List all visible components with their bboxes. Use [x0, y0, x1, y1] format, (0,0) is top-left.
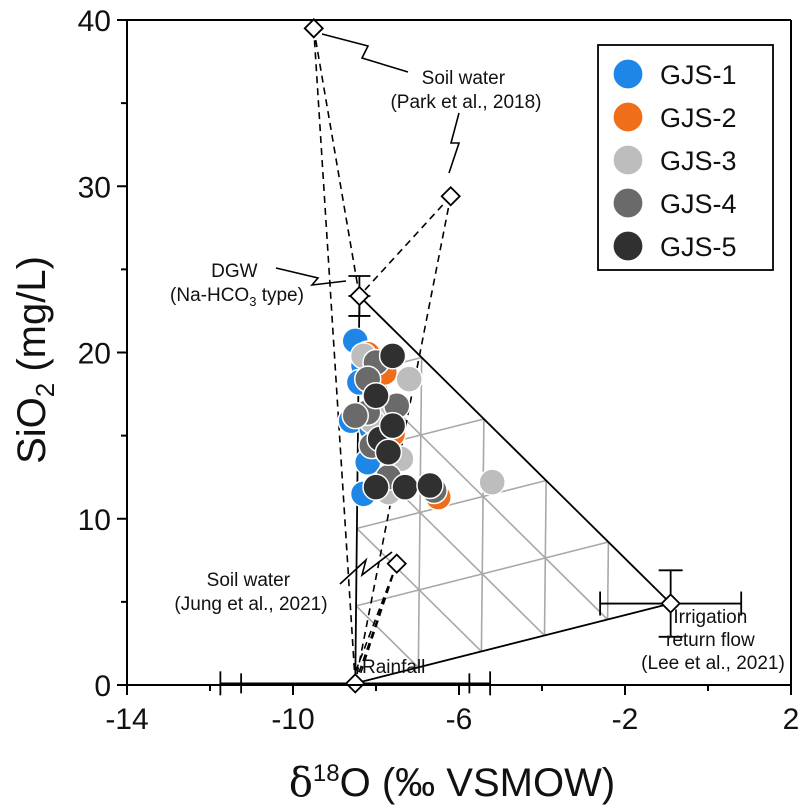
- x-tick-label: -14: [105, 703, 148, 736]
- grid-line: [417, 357, 423, 668]
- point-gjs-5: [378, 411, 407, 440]
- dashed-mixing-line: [350, 563, 398, 684]
- dashed-mixing-line: [312, 28, 361, 297]
- grid-line: [356, 479, 547, 530]
- end-member-diamond: [303, 18, 325, 39]
- point-gjs-5: [416, 471, 444, 500]
- dashed-mixing-line: [312, 28, 357, 684]
- point-gjs-3: [395, 365, 423, 393]
- grid-line: [480, 418, 485, 652]
- end-member-diamond: [660, 593, 681, 614]
- x-tick-label: -6: [446, 703, 473, 736]
- leader-soil-park: [321, 33, 409, 73]
- legend-marker: [612, 144, 644, 176]
- legend-label: GJS-1: [660, 60, 737, 90]
- dashed-mixing-line: [354, 563, 398, 684]
- y-tick-label: 40: [78, 5, 111, 38]
- y-tick-labels: 0 10 20 30 40: [78, 5, 111, 703]
- grid-line: [355, 541, 609, 607]
- point-gjs-4: [341, 401, 369, 430]
- point-gjs-5: [391, 473, 419, 501]
- annotation-dgw: DGW (Na-HCO3 type): [170, 261, 304, 309]
- legend-marker: [612, 101, 644, 133]
- legend-label: GJS-3: [660, 146, 737, 176]
- point-gjs-3: [478, 468, 506, 496]
- x-tick-label: 2: [783, 703, 800, 736]
- end-member-diamond: [344, 673, 366, 694]
- point-gjs-5: [374, 438, 403, 466]
- annotation-leaders: [275, 33, 461, 585]
- legend-marker: [612, 58, 644, 90]
- y-tick-label: 20: [78, 338, 111, 371]
- legend-label: GJS-4: [660, 189, 737, 219]
- legend-marker: [612, 187, 644, 219]
- x-axis-title: δ18O (‰ VSMOW): [289, 760, 615, 806]
- leader-soil-park-2: [448, 112, 461, 174]
- end-member-diamond: [386, 553, 408, 574]
- end-member-markers: [219, 18, 743, 696]
- point-gjs-5: [362, 473, 390, 501]
- legend-label: GJS-5: [660, 232, 737, 262]
- annotation-soil-water-jung: Soil water (Jung et al., 2021): [174, 570, 327, 615]
- leader-dgw: [275, 267, 347, 287]
- grid-line: [606, 542, 610, 620]
- data-points: [337, 327, 506, 511]
- point-gjs-5: [378, 342, 407, 370]
- y-tick-label: 0: [94, 670, 111, 703]
- legend: GJS-1 GJS-2 GJS-3 GJS-4 GJS-5: [597, 44, 774, 271]
- point-gjs-5: [362, 381, 390, 410]
- plot-axes: [117, 19, 792, 695]
- x-tick-label: -2: [612, 703, 639, 736]
- x-tick-label: -10: [271, 703, 314, 736]
- grid-line: [355, 605, 419, 668]
- leader-soil-jung: [339, 551, 393, 585]
- dashed-mixing-line: [358, 195, 452, 297]
- y-tick-label: 10: [78, 504, 111, 537]
- dashed-mixing-line: [356, 563, 398, 684]
- x-tick-labels: -14 -10 -6 -2 2: [105, 703, 799, 736]
- y-axis-title: SiO2 (mg/L): [10, 256, 60, 464]
- end-member-diamond: [440, 185, 461, 207]
- y-tick-label: 30: [78, 171, 111, 204]
- legend-marker: [612, 230, 644, 262]
- legend-label: GJS-2: [660, 103, 737, 133]
- annotation-soil-water-park: Soil water (Park et al., 2018): [390, 68, 541, 113]
- end-member-diamond: [349, 285, 370, 307]
- annotation-irrigation: Irrigation return flow (Lee et al., 2021…: [641, 607, 785, 674]
- annotation-rainfall: Rainfall: [362, 657, 425, 678]
- dashed-mixing-line: [354, 196, 452, 684]
